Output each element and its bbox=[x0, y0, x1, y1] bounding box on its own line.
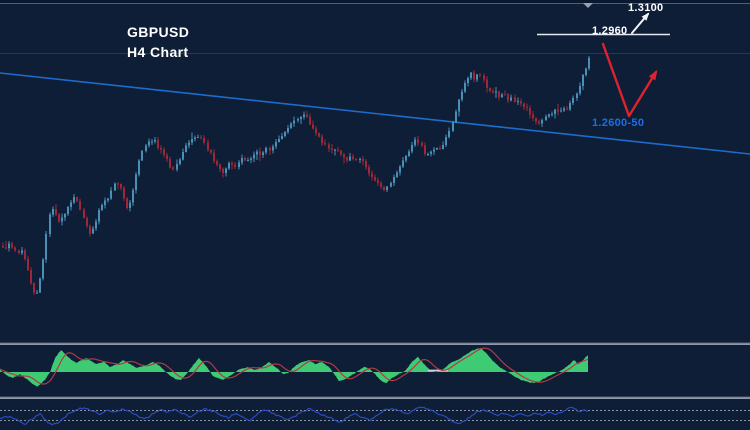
descending-trendline bbox=[0, 72, 750, 155]
symbol-label: GBPUSD bbox=[127, 24, 190, 40]
momentum-indicator-line bbox=[0, 406, 589, 426]
oscillator-signal-line bbox=[0, 347, 589, 385]
target-price-label: 1.3100 bbox=[628, 2, 664, 14]
oscillator-histogram bbox=[0, 348, 588, 387]
time-marker-icon bbox=[583, 3, 593, 8]
support-zone-label: 1.2600-50 bbox=[592, 117, 645, 129]
timeframe-label: H4 Chart bbox=[127, 44, 189, 60]
candlestick-series bbox=[2, 55, 590, 295]
resistance-price-label: 1.2960 bbox=[592, 25, 628, 37]
